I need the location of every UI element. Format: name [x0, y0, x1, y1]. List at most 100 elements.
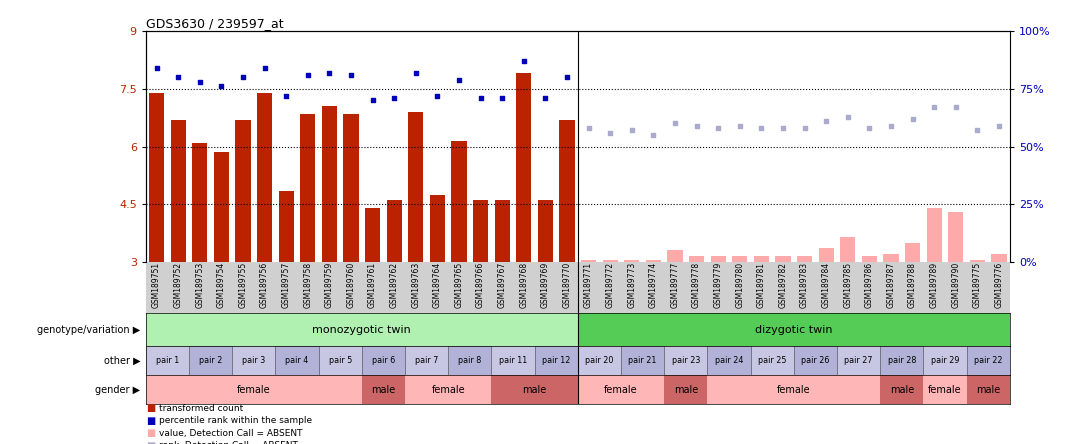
Bar — [578, 346, 621, 375]
Bar — [581, 260, 596, 262]
Bar — [664, 346, 707, 375]
Point — [213, 83, 230, 90]
Bar — [430, 194, 445, 262]
Bar — [775, 256, 791, 262]
Bar — [491, 346, 535, 375]
Bar — [578, 375, 664, 404]
Text: ■: ■ — [146, 441, 156, 444]
Text: other ▶: other ▶ — [104, 356, 140, 366]
Point — [537, 95, 554, 102]
Bar — [146, 375, 362, 404]
Bar — [275, 346, 319, 375]
Text: male: male — [976, 385, 1000, 395]
Text: female: female — [431, 385, 465, 395]
Bar — [880, 375, 923, 404]
Bar — [171, 119, 186, 262]
Bar — [927, 208, 942, 262]
Bar — [905, 243, 920, 262]
Text: pair 27: pair 27 — [845, 356, 873, 365]
Point — [472, 95, 489, 102]
Bar — [535, 346, 578, 375]
Bar — [408, 112, 423, 262]
Text: pair 29: pair 29 — [931, 356, 959, 365]
Text: pair 20: pair 20 — [585, 356, 613, 365]
Text: male: male — [372, 385, 395, 395]
Bar — [751, 346, 794, 375]
Text: male: male — [523, 385, 546, 395]
Text: pair 7: pair 7 — [415, 356, 438, 365]
Point — [969, 127, 986, 134]
Text: female: female — [777, 385, 811, 395]
Bar — [948, 212, 963, 262]
Bar — [192, 143, 207, 262]
Text: dizygotic twin: dizygotic twin — [755, 325, 833, 335]
Bar — [840, 237, 855, 262]
Point — [710, 124, 727, 131]
Text: GDS3630 / 239597_at: GDS3630 / 239597_at — [146, 17, 283, 30]
Bar — [559, 119, 575, 262]
Bar — [451, 141, 467, 262]
Bar — [257, 93, 272, 262]
Point — [645, 131, 662, 139]
Bar — [967, 346, 1010, 375]
Bar — [235, 119, 251, 262]
Point — [278, 92, 295, 99]
Bar — [319, 346, 362, 375]
Bar — [970, 260, 985, 262]
Bar — [387, 200, 402, 262]
Point — [299, 71, 316, 79]
Text: pair 4: pair 4 — [285, 356, 309, 365]
Bar — [624, 260, 639, 262]
Text: value, Detection Call = ABSENT: value, Detection Call = ABSENT — [159, 429, 302, 438]
Point — [407, 69, 424, 76]
Point — [558, 74, 576, 81]
Bar — [621, 346, 664, 375]
Bar — [754, 256, 769, 262]
Text: male: male — [890, 385, 914, 395]
Bar — [689, 256, 704, 262]
Bar — [516, 73, 531, 262]
Bar — [707, 375, 880, 404]
Point — [191, 78, 208, 85]
Text: ■: ■ — [146, 404, 156, 413]
Point — [861, 124, 878, 131]
Point — [774, 124, 792, 131]
Point — [342, 71, 360, 79]
Point — [688, 122, 705, 129]
Bar — [819, 249, 834, 262]
Point — [450, 76, 468, 83]
Bar — [646, 260, 661, 262]
Point — [494, 95, 511, 102]
Bar — [991, 254, 1007, 262]
Point — [515, 58, 532, 65]
Bar — [146, 346, 189, 375]
Point — [580, 124, 597, 131]
Point — [839, 113, 856, 120]
Text: rank, Detection Call = ABSENT: rank, Detection Call = ABSENT — [159, 441, 298, 444]
Point — [882, 122, 900, 129]
Bar — [837, 346, 880, 375]
Point — [731, 122, 748, 129]
Bar — [405, 375, 491, 404]
Bar — [578, 313, 1010, 346]
Point — [753, 124, 770, 131]
Text: female: female — [604, 385, 638, 395]
Bar — [667, 250, 683, 262]
Text: pair 26: pair 26 — [801, 356, 829, 365]
Bar — [214, 152, 229, 262]
Bar — [923, 346, 967, 375]
Point — [796, 124, 813, 131]
Text: pair 28: pair 28 — [888, 356, 916, 365]
Text: pair 11: pair 11 — [499, 356, 527, 365]
Bar — [365, 208, 380, 262]
Point — [321, 69, 338, 76]
Point — [234, 74, 252, 81]
Point — [666, 120, 684, 127]
Text: pair 2: pair 2 — [199, 356, 222, 365]
Text: pair 23: pair 23 — [672, 356, 700, 365]
Bar — [149, 93, 164, 262]
Point — [429, 92, 446, 99]
Text: ■: ■ — [146, 428, 156, 438]
Bar — [491, 375, 578, 404]
Point — [990, 122, 1008, 129]
